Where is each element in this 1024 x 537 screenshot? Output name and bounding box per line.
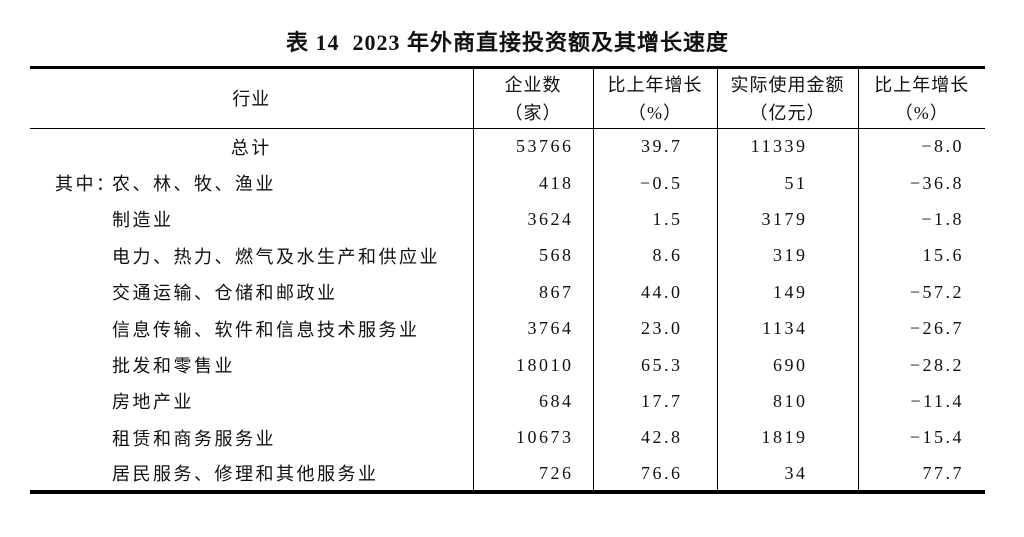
cell-value: 568 — [472, 237, 593, 275]
row-label-text: 农、林、牧、渔业 — [112, 174, 276, 195]
fdi-table: 行业 企业数 （家） 比上年增长 （%） 实际使用金额 （亿元） 比上年增长 （… — [30, 66, 985, 495]
row-label: 租赁和商务服务业 — [30, 420, 473, 456]
header-row: 行业 企业数 （家） 比上年增长 （%） 实际使用金额 （亿元） 比上年增长 （… — [30, 67, 985, 129]
cell-value: 34 — [716, 456, 858, 493]
cell-value: 810 — [716, 383, 858, 420]
header-actual-amount: 实际使用金额 （亿元） — [716, 67, 858, 129]
row-label-text: 交通运输、仓储和邮政业 — [112, 283, 338, 304]
header-unit: （家） — [504, 102, 562, 123]
cell-value: 1819 — [716, 419, 858, 457]
cell-value: 418 — [472, 164, 593, 202]
row-label: 其中：农、林、牧、渔业 — [30, 165, 473, 201]
header-growth-enterprises: 比上年增长 （%） — [592, 67, 717, 129]
cell-value: 23.0 — [592, 310, 717, 347]
document-page: 表 14 2023 年外商直接投资额及其增长速度 行业 企业数 （家） 比上年增… — [30, 0, 985, 495]
header-line: 行业 — [232, 88, 271, 109]
cell-value: 76.6 — [592, 456, 717, 493]
row-label: 居民服务、修理和其他服务业 — [30, 456, 473, 492]
header-unit: （亿元） — [749, 102, 826, 123]
table-row: 制造业 3624 1.5 3179 −1.8 — [30, 201, 985, 238]
row-label-text: 租赁和商务服务业 — [112, 428, 276, 449]
table-title: 表 14 2023 年外商直接投资额及其增长速度 — [285, 30, 729, 55]
cell-value: −1.8 — [857, 201, 985, 238]
cell-value: 726 — [472, 456, 593, 493]
cell-value: 149 — [716, 274, 858, 311]
row-label-text: 制造业 — [112, 210, 174, 231]
table-row-total: 总计 53766 39.7 11339 −8.0 — [30, 128, 985, 165]
cell-value: 42.8 — [592, 419, 717, 457]
cell-value: −11.4 — [857, 383, 985, 420]
row-label: 信息传输、软件和信息技术服务业 — [30, 310, 473, 346]
row-label-text: 批发和零售业 — [112, 356, 235, 377]
row-label-text: 信息传输、软件和信息技术服务业 — [112, 319, 420, 340]
table-row: 租赁和商务服务业 10673 42.8 1819 −15.4 — [30, 419, 985, 457]
cell-value: 684 — [472, 383, 593, 420]
cell-value: 867 — [472, 274, 593, 311]
table-row: 房地产业 684 17.7 810 −11.4 — [30, 383, 985, 420]
cell-value: 17.7 — [592, 383, 717, 420]
cell-value: 44.0 — [592, 274, 717, 311]
row-label: 电力、热力、燃气及水生产和供应业 — [30, 238, 473, 274]
cell-value: 11339 — [716, 128, 858, 165]
cell-value: 1.5 — [592, 201, 717, 238]
cell-value: −15.4 — [857, 419, 985, 457]
header-enterprise-count: 企业数 （家） — [472, 67, 593, 129]
cell-value: −57.2 — [857, 274, 985, 311]
cell-value: 53766 — [472, 128, 593, 165]
cell-value: 3764 — [472, 310, 593, 347]
cell-value: 3624 — [472, 201, 593, 238]
cell-value: −26.7 — [857, 310, 985, 347]
cell-value: 8.6 — [592, 237, 717, 275]
cell-value: 51 — [716, 164, 858, 202]
cell-value: 1134 — [716, 310, 858, 347]
table-row: 电力、热力、燃气及水生产和供应业 568 8.6 319 15.6 — [30, 237, 985, 275]
header-line: 比上年增长 — [874, 74, 970, 95]
row-label-text: 电力、热力、燃气及水生产和供应业 — [112, 246, 440, 267]
cell-value: 77.7 — [857, 456, 985, 493]
header-line: 比上年增长 — [607, 74, 703, 95]
cell-value: 65.3 — [592, 346, 717, 384]
table-row: 批发和零售业 18010 65.3 690 −28.2 — [30, 346, 985, 384]
table-row: 其中：农、林、牧、渔业 418 −0.5 51 −36.8 — [30, 164, 985, 202]
header-line: 企业数 — [504, 74, 562, 95]
cell-value: 3179 — [716, 201, 858, 238]
row-label: 制造业 — [30, 201, 473, 237]
cell-value: 319 — [716, 237, 858, 275]
table-row: 信息传输、软件和信息技术服务业 3764 23.0 1134 −26.7 — [30, 310, 985, 347]
row-label-text: 居民服务、修理和其他服务业 — [112, 464, 379, 485]
row-label: 房地产业 — [30, 383, 473, 419]
table-row: 居民服务、修理和其他服务业 726 76.6 34 77.7 — [30, 456, 985, 493]
header-unit: （%） — [894, 102, 949, 123]
cell-value: 690 — [716, 346, 858, 384]
cell-value: 18010 — [472, 346, 593, 384]
cell-value: 15.6 — [857, 237, 985, 275]
header-growth-amount: 比上年增长 （%） — [857, 67, 985, 129]
header-line: 实际使用金额 — [730, 74, 845, 95]
cell-value: −8.0 — [857, 128, 985, 165]
row-label: 总计 — [230, 137, 272, 158]
cell-value: 10673 — [472, 419, 593, 457]
cell-value: −36.8 — [857, 164, 985, 202]
row-label: 批发和零售业 — [30, 347, 473, 383]
table-row: 交通运输、仓储和邮政业 867 44.0 149 −57.2 — [30, 274, 985, 311]
cell-value: −0.5 — [592, 164, 717, 202]
row-label: 交通运输、仓储和邮政业 — [30, 274, 473, 310]
header-unit: （%） — [628, 102, 682, 123]
cell-value: −28.2 — [857, 346, 985, 384]
row-prefix: 其中： — [55, 174, 117, 195]
row-label-text: 房地产业 — [112, 392, 194, 413]
header-industry: 行业 — [30, 67, 473, 129]
cell-value: 39.7 — [592, 128, 717, 165]
